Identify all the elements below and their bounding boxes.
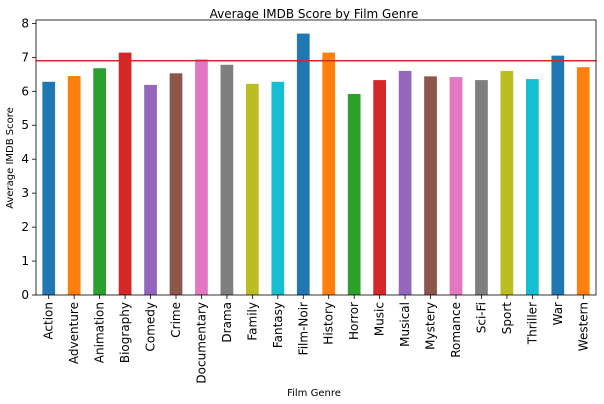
x-tick-label: Romance xyxy=(449,302,463,358)
bar-romance xyxy=(449,77,463,295)
x-tick-label: Fantasy xyxy=(271,302,285,348)
x-tick-label: Action xyxy=(42,302,56,340)
bar-sport xyxy=(500,70,514,295)
x-tick-label: Family xyxy=(245,302,259,341)
bar-documentary xyxy=(195,59,208,295)
bar-musical xyxy=(398,70,412,295)
bar-sci-fi xyxy=(475,80,488,295)
bar-thriller xyxy=(526,79,539,296)
bar-horror xyxy=(347,94,361,295)
bar-western xyxy=(576,67,590,295)
y-tick-label: 2 xyxy=(21,220,29,234)
x-tick-label: Music xyxy=(373,302,387,336)
x-tick-label: Comedy xyxy=(144,302,158,352)
x-tick-label: Crime xyxy=(169,302,183,338)
y-tick-label: 8 xyxy=(21,16,29,30)
x-tick-label: War xyxy=(551,302,565,325)
x-tick-label: Western xyxy=(576,302,590,351)
bar-drama xyxy=(220,64,234,295)
bar-film-noir xyxy=(296,33,310,295)
x-tick-label: Musical xyxy=(398,302,412,347)
bar-action xyxy=(42,81,56,295)
bar-history xyxy=(322,52,336,296)
bar-biography xyxy=(118,52,132,296)
bars-group xyxy=(42,33,590,296)
x-tick-label: Adventure xyxy=(67,302,81,364)
x-tick-label: Documentary xyxy=(194,302,208,384)
x-tick-label: Film-Noir xyxy=(296,302,310,355)
bar-adventure xyxy=(67,76,81,295)
x-tick-label: Drama xyxy=(220,302,234,343)
y-tick-label: 1 xyxy=(21,254,29,268)
bar-war xyxy=(551,55,565,295)
bar-mystery xyxy=(424,76,437,295)
bar-family xyxy=(246,83,259,295)
x-tick-label: Horror xyxy=(347,302,361,340)
x-tick-label: Animation xyxy=(93,302,107,363)
x-tick-label: Thriller xyxy=(525,302,539,345)
plot-frame xyxy=(35,19,597,296)
y-tick-label: 4 xyxy=(21,152,29,166)
y-axis-ticks: 0 1 2 3 4 5 6 7 8 xyxy=(21,16,36,302)
y-tick-label: 6 xyxy=(21,84,29,98)
x-tick-label: Sci-Fi xyxy=(474,302,488,333)
x-axis-ticks: Action Adventure Animation Biography Comedy C… xyxy=(42,295,590,384)
y-tick-label: 0 xyxy=(21,288,29,302)
x-tick-label: Sport xyxy=(500,302,514,335)
y-tick-label: 5 xyxy=(21,118,29,132)
x-axis-label: Film Genre xyxy=(287,388,341,399)
y-tick-label: 3 xyxy=(21,186,29,200)
bar-crime xyxy=(169,73,183,296)
y-axis-label: Average IMDB Score xyxy=(5,107,16,209)
bar-music xyxy=(373,80,386,295)
x-tick-label: History xyxy=(322,302,336,345)
y-tick-label: 7 xyxy=(21,50,29,64)
x-tick-label: Mystery xyxy=(424,302,438,350)
x-tick-label: Biography xyxy=(118,302,132,363)
bar-fantasy xyxy=(271,81,285,295)
bar-comedy xyxy=(144,84,157,296)
chart-title: Average IMDB Score by Film Genre xyxy=(210,7,419,21)
bar-animation xyxy=(93,68,106,296)
